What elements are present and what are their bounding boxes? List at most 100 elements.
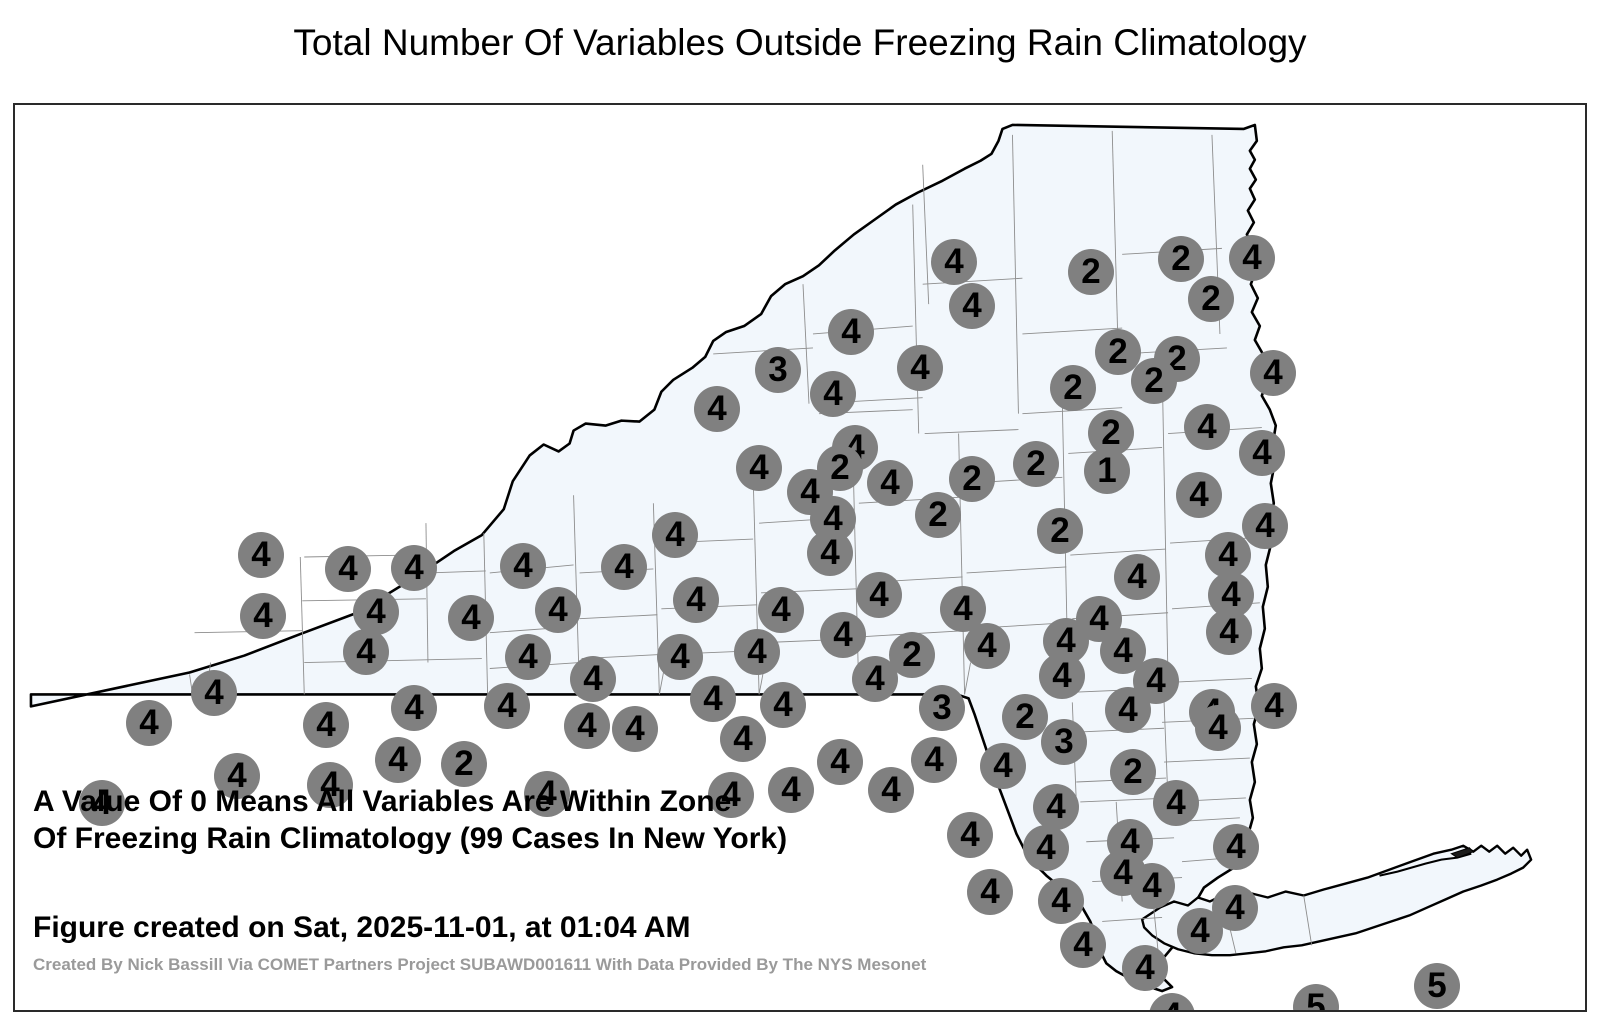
station-marker: 4 xyxy=(1039,653,1085,699)
station-marker: 4 xyxy=(1229,235,1275,281)
station-marker: 4 xyxy=(191,670,237,716)
station-marker: 4 xyxy=(1213,824,1259,870)
station-marker: 4 xyxy=(897,345,943,391)
station-marker: 1 xyxy=(1084,448,1130,494)
station-marker: 4 xyxy=(524,771,570,817)
station-marker: 4 xyxy=(307,762,353,808)
station-marker: 4 xyxy=(1206,609,1252,655)
station-marker: 4 xyxy=(720,716,766,762)
station-marker: 4 xyxy=(612,706,658,752)
station-marker: 4 xyxy=(505,634,551,680)
station-marker: 4 xyxy=(940,586,986,632)
annotation-block: A Value Of 0 Means All Variables Are Wit… xyxy=(33,783,787,857)
station-marker: 4 xyxy=(1153,780,1199,826)
station-marker: 4 xyxy=(391,685,437,731)
station-marker: 4 xyxy=(673,577,719,623)
station-marker: 4 xyxy=(787,469,833,515)
station-marker: 4 xyxy=(391,545,437,591)
station-marker: 2 xyxy=(1037,508,1083,554)
station-marker: 4 xyxy=(448,595,494,641)
station-marker: 2 xyxy=(1088,410,1134,456)
annotation-line-2: Of Freezing Rain Climatology (99 Cases I… xyxy=(33,822,788,855)
station-marker: 4 xyxy=(1100,628,1146,674)
station-marker: 4 xyxy=(484,683,530,729)
station-marker: 4 xyxy=(856,572,902,618)
station-marker: 4 xyxy=(967,869,1013,915)
station-marker: 4 xyxy=(736,445,782,491)
station-marker: 4 xyxy=(652,512,698,558)
station-marker: 4 xyxy=(949,283,995,329)
station-marker: 2 xyxy=(1068,249,1114,295)
station-marker: 4 xyxy=(1195,705,1241,751)
station-marker: 4 xyxy=(1033,784,1079,830)
station-marker: 4 xyxy=(758,587,804,633)
station-marker: 4 xyxy=(931,239,977,285)
station-marker: 4 xyxy=(238,532,284,578)
station-marker: 4 xyxy=(980,743,1026,789)
station-marker: 3 xyxy=(919,685,965,731)
station-marker: 2 xyxy=(915,492,961,538)
station-marker: 4 xyxy=(601,544,647,590)
station-marker: 4 xyxy=(79,780,125,826)
annotation-line-1: A Value Of 0 Means All Variables Are Wit… xyxy=(33,785,732,818)
station-marker: 4 xyxy=(807,530,853,576)
station-marker: 4 xyxy=(734,629,780,675)
station-marker: 4 xyxy=(1239,430,1285,476)
station-marker: 3 xyxy=(755,347,801,393)
station-marker: 4 xyxy=(690,676,736,722)
station-marker: 4 xyxy=(1205,532,1251,578)
station-marker: 4 xyxy=(820,612,866,658)
station-marker: 4 xyxy=(867,460,913,506)
station-marker: 4 xyxy=(768,767,814,813)
station-marker: 4 xyxy=(325,546,371,592)
station-marker: 2 xyxy=(1188,276,1234,322)
offshore-islet xyxy=(1450,847,1475,859)
station-marker: 4 xyxy=(911,737,957,783)
station-marker: 5 xyxy=(1293,984,1339,1010)
figure-created-text: Figure created on Sat, 2025-11-01, at 01… xyxy=(33,911,691,944)
station-marker: 4 xyxy=(1122,945,1168,991)
station-marker: 4 xyxy=(828,309,874,355)
station-marker: 4 xyxy=(1242,503,1288,549)
station-marker: 5 xyxy=(1414,963,1460,1009)
station-marker: 4 xyxy=(1114,554,1160,600)
station-marker: 4 xyxy=(817,739,863,785)
station-marker: 4 xyxy=(535,587,581,633)
station-marker: 4 xyxy=(1100,850,1146,896)
station-marker: 4 xyxy=(353,589,399,635)
station-marker: 4 xyxy=(810,371,856,417)
station-marker: 4 xyxy=(1250,350,1296,396)
figure-credit-text: Created By Nick Bassill Via COMET Partne… xyxy=(33,955,927,974)
station-marker: 2 xyxy=(1050,365,1096,411)
station-marker: 2 xyxy=(1013,441,1059,487)
station-marker: 2 xyxy=(441,741,487,787)
station-marker: 4 xyxy=(947,812,993,858)
station-marker: 4 xyxy=(760,682,806,728)
station-marker: 4 xyxy=(1251,683,1297,729)
station-marker: 4 xyxy=(126,700,172,746)
station-marker: 4 xyxy=(868,767,914,813)
station-marker: 4 xyxy=(240,593,286,639)
station-marker: 4 xyxy=(214,753,260,799)
station-marker: 4 xyxy=(964,623,1010,669)
station-marker: 4 xyxy=(500,543,546,589)
station-marker: 4 xyxy=(570,656,616,702)
station-marker: 4 xyxy=(1023,825,1069,871)
figure-title: Total Number Of Variables Outside Freezi… xyxy=(293,22,1307,63)
station-marker: 4 xyxy=(1105,687,1151,733)
station-marker: 4 xyxy=(1060,922,1106,968)
station-marker: 4 xyxy=(564,703,610,749)
station-marker: 4 xyxy=(343,629,389,675)
station-marker: 4 xyxy=(1038,878,1084,924)
station-marker: 4 xyxy=(1177,908,1223,954)
station-marker: 3 xyxy=(1041,719,1087,765)
station-marker: 4 xyxy=(657,634,703,680)
station-marker: 2 xyxy=(1002,694,1048,740)
station-marker: 2 xyxy=(1110,749,1156,795)
ny-state-landmass xyxy=(29,123,1278,993)
station-marker: 2 xyxy=(1131,358,1177,404)
station-marker: 4 xyxy=(708,772,754,818)
station-marker: 4 xyxy=(375,737,421,783)
station-marker: 4 xyxy=(694,386,740,432)
